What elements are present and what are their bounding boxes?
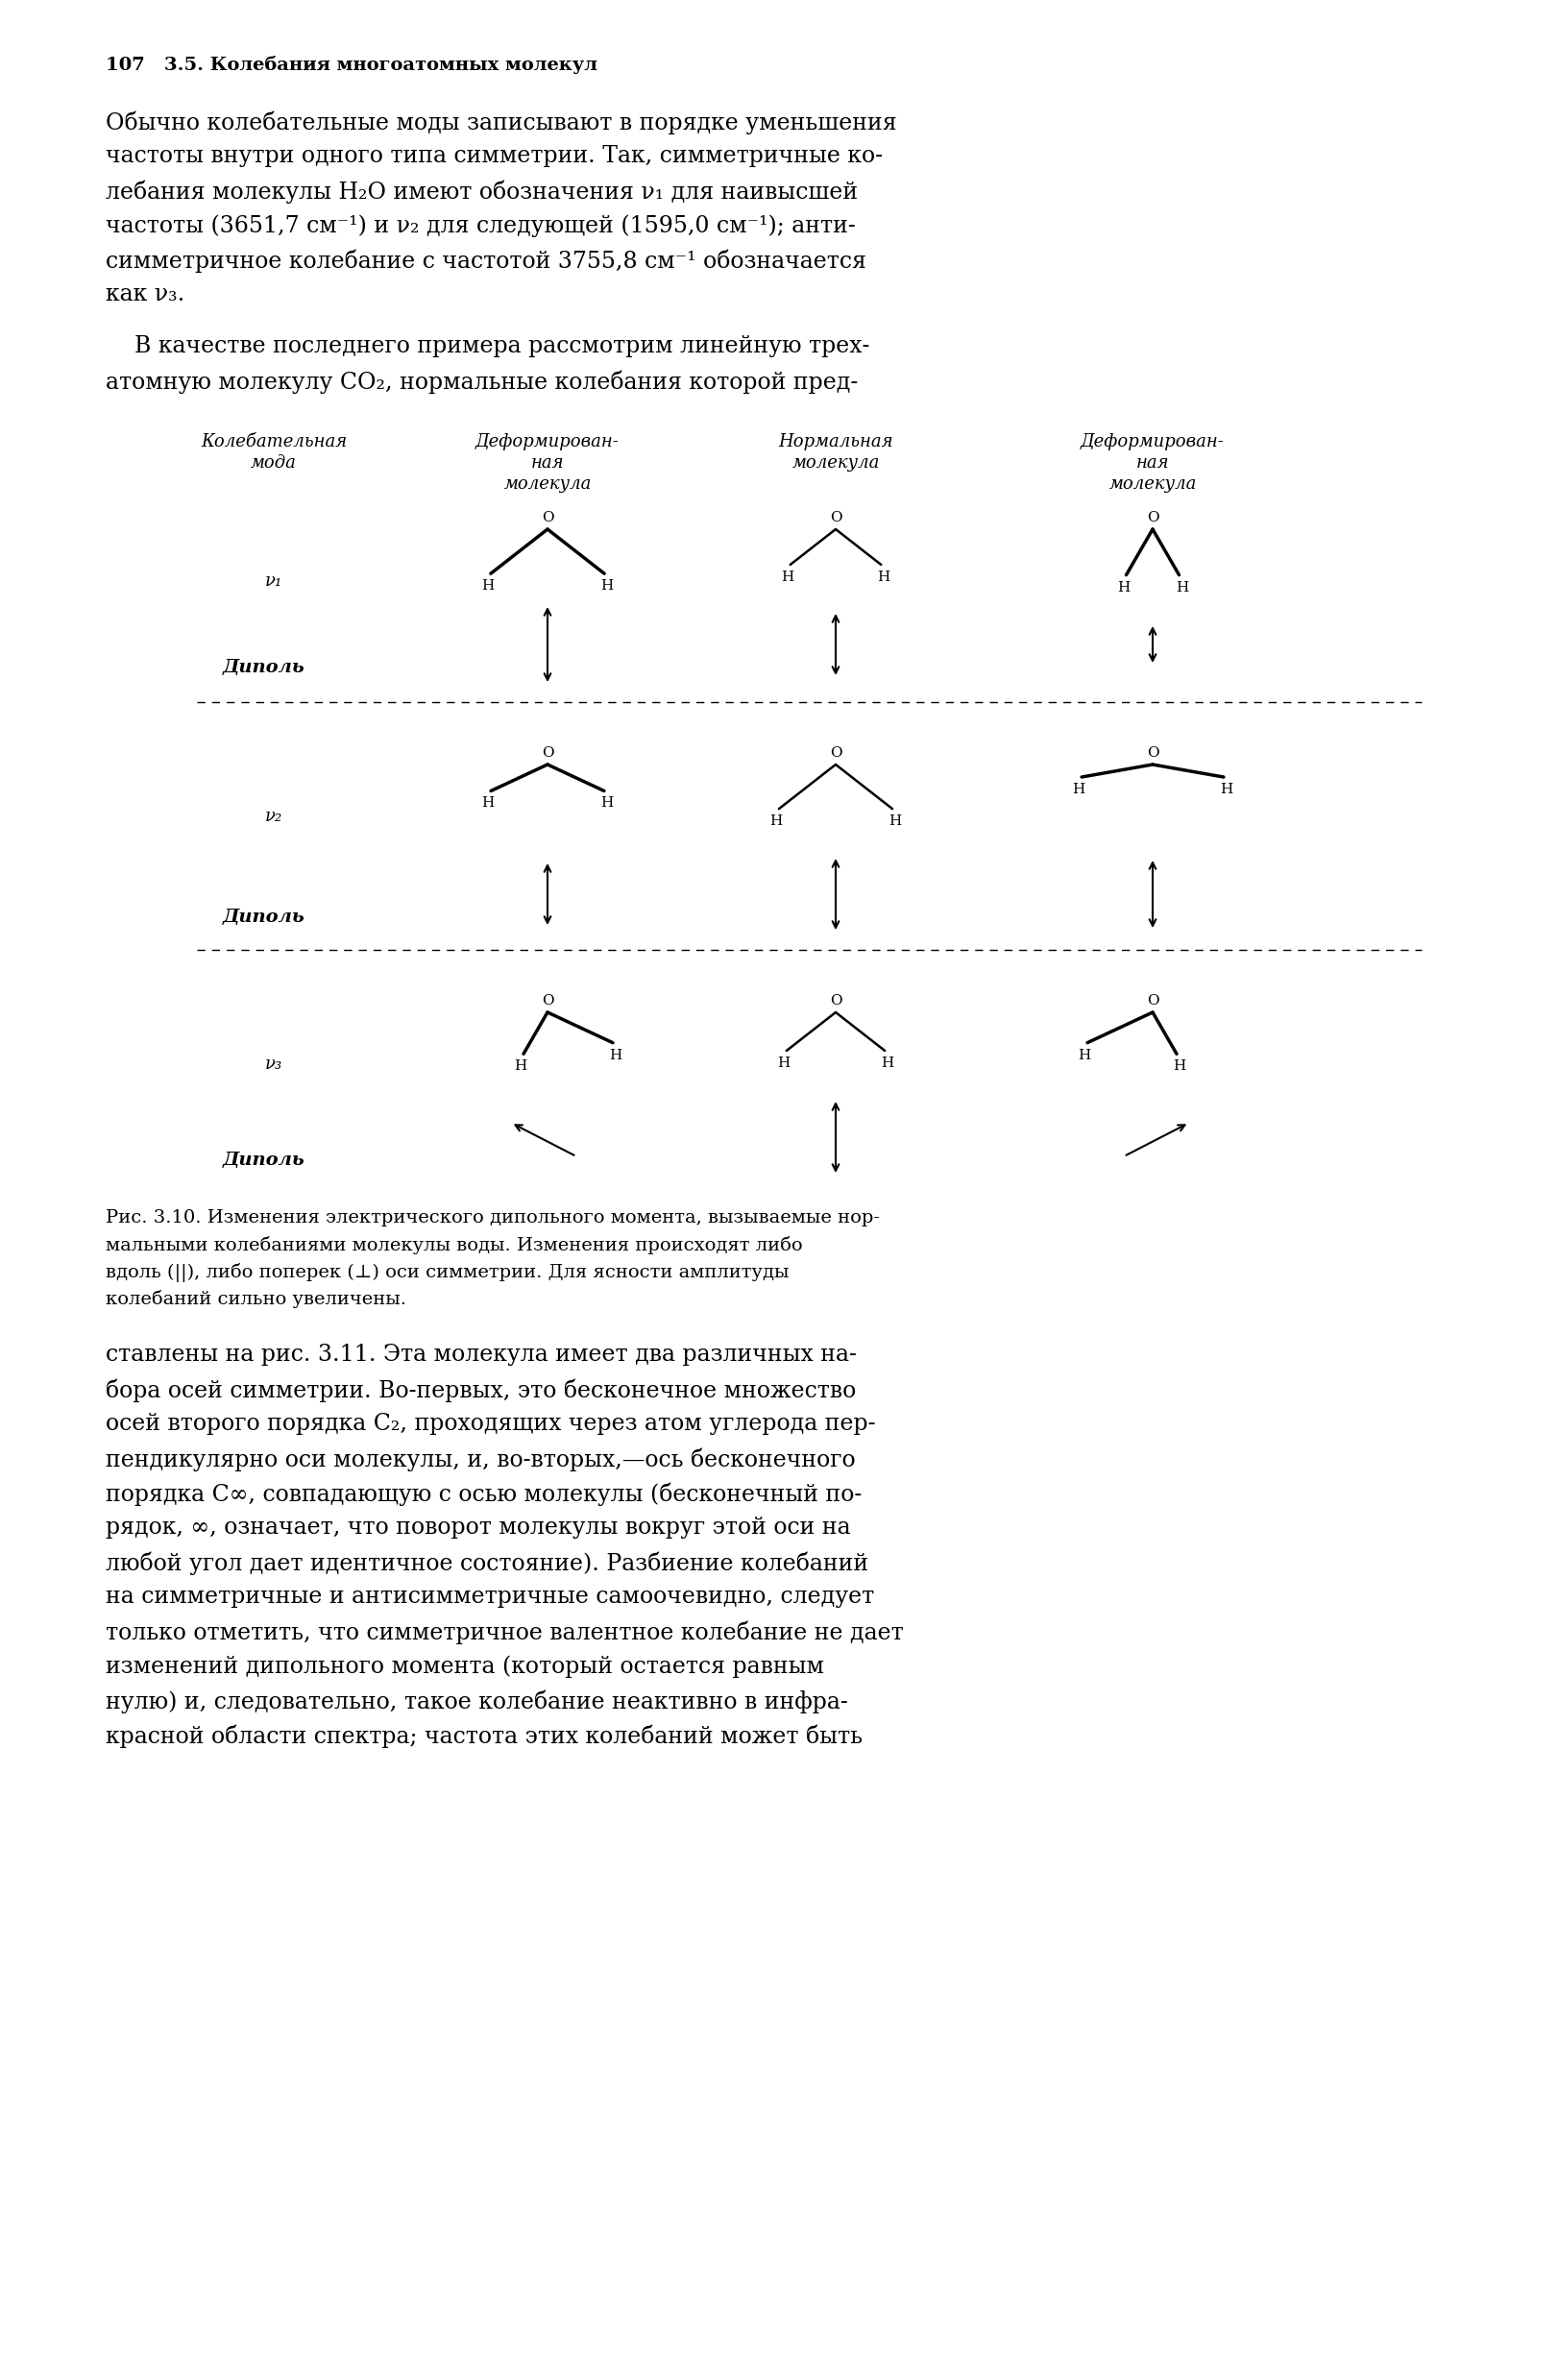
Text: на симметричные и антисимметричные самоочевидно, следует: на симметричные и антисимметричные самоо… (106, 1585, 874, 1609)
Text: Диполь: Диполь (223, 909, 305, 926)
Text: Колебательная
мода: Колебательная мода (201, 433, 347, 471)
Text: только отметить, что симметричное валентное колебание не дает: только отметить, что симметричное валент… (106, 1621, 904, 1645)
Text: рядок, ∞, означает, что поворот молекулы вокруг этой оси на: рядок, ∞, означает, что поворот молекулы… (106, 1516, 851, 1537)
Text: ν₃: ν₃ (265, 1057, 282, 1073)
Text: O: O (542, 747, 553, 759)
Text: ν₁: ν₁ (265, 574, 282, 590)
Text: O: O (829, 747, 841, 759)
Text: Диполь: Диполь (223, 659, 305, 676)
Text: колебаний сильно увеличены.: колебаний сильно увеличены. (106, 1290, 407, 1309)
Text: H: H (770, 814, 782, 828)
Text: O: O (542, 512, 553, 524)
Text: порядка C∞, совпадающую с осью молекулы (бесконечный по-: порядка C∞, совпадающую с осью молекулы … (106, 1483, 862, 1507)
Text: Обычно колебательные моды записывают в порядке уменьшения: Обычно колебательные моды записывают в п… (106, 109, 897, 133)
Text: лебания молекулы H₂O имеют обозначения ν₁ для наивысшей: лебания молекулы H₂O имеют обозначения ν… (106, 178, 858, 202)
Text: H: H (609, 1050, 622, 1061)
Text: частоты внутри одного типа симметрии. Так, симметричные ко-: частоты внутри одного типа симметрии. Та… (106, 145, 883, 167)
Text: 107   3.5. Колебания многоатомных молекул: 107 3.5. Колебания многоатомных молекул (106, 55, 597, 74)
Text: Деформирован-
ная
молекула: Деформирован- ная молекула (475, 433, 620, 493)
Text: H: H (601, 578, 614, 593)
Text: частоты (3651,7 см⁻¹) и ν₂ для следующей (1595,0 см⁻¹); анти-: частоты (3651,7 см⁻¹) и ν₂ для следующей… (106, 214, 855, 236)
Text: осей второго порядка C₂, проходящих через атом углерода пер-: осей второго порядка C₂, проходящих чере… (106, 1414, 876, 1435)
Text: красной области спектра; частота этих колебаний может быть: красной области спектра; частота этих ко… (106, 1723, 863, 1747)
Text: H: H (481, 797, 494, 809)
Text: O: O (1147, 995, 1159, 1007)
Text: H: H (781, 571, 793, 583)
Text: H: H (601, 797, 614, 809)
Text: H: H (777, 1057, 790, 1071)
Text: бора осей симметрии. Во-первых, это бесконечное множество: бора осей симметрии. Во-первых, это беск… (106, 1378, 855, 1402)
Text: H: H (890, 814, 902, 828)
Text: O: O (542, 995, 553, 1007)
Text: симметричное колебание с частотой 3755,8 см⁻¹ обозначается: симметричное колебание с частотой 3755,8… (106, 250, 866, 271)
Text: H: H (877, 571, 890, 583)
Text: атомную молекулу CO₂, нормальные колебания которой пред-: атомную молекулу CO₂, нормальные колебан… (106, 369, 858, 393)
Text: O: O (829, 995, 841, 1007)
Text: H: H (481, 578, 494, 593)
Text: вдоль (||), либо поперек (⊥) оси симметрии. Для ясности амплитуды: вдоль (||), либо поперек (⊥) оси симметр… (106, 1264, 788, 1283)
Text: H: H (1078, 1050, 1091, 1061)
Text: H: H (1220, 783, 1232, 797)
Text: H: H (1173, 1059, 1186, 1073)
Text: Нормальная
молекула: Нормальная молекула (779, 433, 893, 471)
Text: нулю) и, следовательно, такое колебание неактивно в инфра-: нулю) и, следовательно, такое колебание … (106, 1690, 848, 1714)
Text: ставлены на рис. 3.11. Эта молекула имеет два различных на-: ставлены на рис. 3.11. Эта молекула имее… (106, 1345, 857, 1366)
Text: любой угол дает идентичное состояние). Разбиение колебаний: любой угол дает идентичное состояние). Р… (106, 1552, 868, 1576)
Text: изменений дипольного момента (который остается равным: изменений дипольного момента (который ос… (106, 1654, 824, 1678)
Text: В качестве последнего примера рассмотрим линейную трех-: В качестве последнего примера рассмотрим… (106, 336, 869, 357)
Text: O: O (829, 512, 841, 524)
Text: мальными колебаниями молекулы воды. Изменения происходят либо: мальными колебаниями молекулы воды. Изме… (106, 1235, 802, 1254)
Text: Деформирован-
ная
молекула: Деформирован- ная молекула (1081, 433, 1225, 493)
Text: ν₂: ν₂ (265, 807, 282, 826)
Text: H: H (882, 1057, 894, 1071)
Text: H: H (1117, 581, 1130, 595)
Text: H: H (1176, 581, 1189, 595)
Text: Рис. 3.10. Изменения электрического дипольного момента, вызываемые нор-: Рис. 3.10. Изменения электрического дипо… (106, 1209, 880, 1226)
Text: как ν₃.: как ν₃. (106, 283, 185, 305)
Text: O: O (1147, 747, 1159, 759)
Text: H: H (1072, 783, 1086, 797)
Text: O: O (1147, 512, 1159, 524)
Text: H: H (514, 1059, 527, 1073)
Text: Диполь: Диполь (223, 1152, 305, 1169)
Text: пендикулярно оси молекулы, и, во-вторых,—ось бесконечного: пендикулярно оси молекулы, и, во-вторых,… (106, 1447, 855, 1471)
